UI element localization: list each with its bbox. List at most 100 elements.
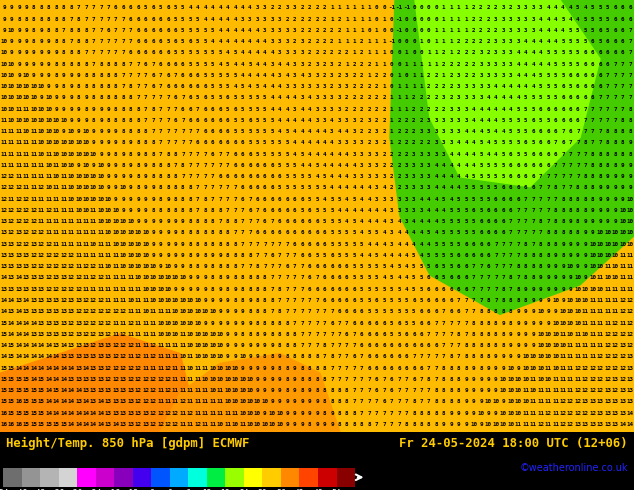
Text: 7: 7 [204,174,207,179]
Text: 6: 6 [353,320,356,325]
Text: 11: 11 [1,163,8,168]
Text: 7: 7 [211,196,214,202]
Text: 8: 8 [136,118,140,123]
Text: 10: 10 [582,287,589,292]
Text: 9: 9 [17,50,21,55]
Text: 12: 12 [150,377,157,382]
Text: 3: 3 [271,28,274,33]
Text: 7: 7 [628,39,631,44]
Text: 30: 30 [257,489,268,490]
Text: 8: 8 [166,152,170,157]
Text: 10: 10 [552,343,559,348]
Text: 12: 12 [15,219,22,224]
Text: 7: 7 [196,129,200,134]
Text: 11: 11 [98,287,105,292]
Text: 4: 4 [539,39,542,44]
Text: 10: 10 [142,230,149,236]
Text: 13: 13 [15,230,22,236]
Text: 1: 1 [368,39,371,44]
Text: 9: 9 [301,411,304,416]
Text: 6: 6 [338,287,341,292]
Text: 11: 11 [619,287,626,292]
Text: 11: 11 [60,230,67,236]
Text: 6: 6 [382,354,386,359]
Text: 7: 7 [628,62,631,67]
Text: 5: 5 [606,28,609,33]
Text: 4: 4 [487,118,490,123]
Text: 3: 3 [293,107,296,112]
Text: 3: 3 [301,50,304,55]
Text: 10: 10 [582,332,589,337]
Text: 9: 9 [271,377,274,382]
Text: 11: 11 [98,253,105,258]
Text: 11: 11 [30,152,37,157]
Text: 6: 6 [204,141,207,146]
Text: 9: 9 [621,174,624,179]
Text: 11: 11 [552,422,559,427]
Text: 9: 9 [330,422,333,427]
Text: 11: 11 [53,208,60,213]
Text: 2: 2 [315,39,319,44]
Text: 11: 11 [194,377,201,382]
Text: 10: 10 [552,298,559,303]
Text: 7: 7 [211,163,214,168]
Text: 3: 3 [263,28,266,33]
Text: 1: 1 [450,50,453,55]
Text: 6: 6 [404,332,408,337]
Text: 5: 5 [450,264,453,269]
Text: 6: 6 [174,62,177,67]
Text: 9: 9 [152,242,155,247]
Text: 10: 10 [522,377,529,382]
Text: 3: 3 [501,62,505,67]
Text: 4: 4 [271,50,274,55]
Text: 5: 5 [301,208,304,213]
Text: 10: 10 [500,388,507,393]
Text: 8: 8 [144,129,147,134]
Text: 3: 3 [427,174,430,179]
Text: 6: 6 [613,17,617,22]
Text: 5: 5 [501,174,505,179]
Text: 7: 7 [606,73,609,78]
Text: 11: 11 [545,422,552,427]
Text: 2: 2 [293,39,296,44]
Text: 10: 10 [1,62,8,67]
Text: -30: -30 [71,489,84,490]
Text: 3: 3 [353,129,356,134]
Text: 7: 7 [353,343,356,348]
Text: 11: 11 [545,388,552,393]
Text: 7: 7 [621,73,624,78]
Text: 4: 4 [360,196,363,202]
Text: 6: 6 [621,5,624,10]
Text: 4: 4 [241,5,244,10]
Text: 4: 4 [479,107,482,112]
Text: 4: 4 [301,73,304,78]
Text: 9: 9 [606,185,609,191]
Text: 7: 7 [457,320,460,325]
Text: 8: 8 [136,107,140,112]
Text: 13: 13 [8,275,15,280]
Text: 8: 8 [32,17,36,22]
Bar [226,468,244,487]
Text: 3: 3 [464,96,468,100]
Text: 8: 8 [583,196,587,202]
Text: 5: 5 [464,196,468,202]
Text: 4: 4 [368,196,371,202]
Text: 11: 11 [574,343,581,348]
Text: 5: 5 [323,253,327,258]
Text: 9: 9 [613,174,617,179]
Text: 7: 7 [360,399,363,404]
Text: 42: 42 [295,489,304,490]
Text: 8: 8 [92,84,95,89]
Text: 3: 3 [450,107,453,112]
Text: 2: 2 [353,96,356,100]
Text: 6: 6 [404,343,408,348]
Text: 11: 11 [8,141,15,146]
Text: 9: 9 [248,320,252,325]
Text: 10: 10 [82,196,89,202]
Text: 9: 9 [55,84,58,89]
Text: 5: 5 [263,152,266,157]
Text: 0: 0 [412,17,416,22]
Text: 4: 4 [323,163,327,168]
Text: 12: 12 [567,399,574,404]
Text: 7: 7 [181,141,184,146]
